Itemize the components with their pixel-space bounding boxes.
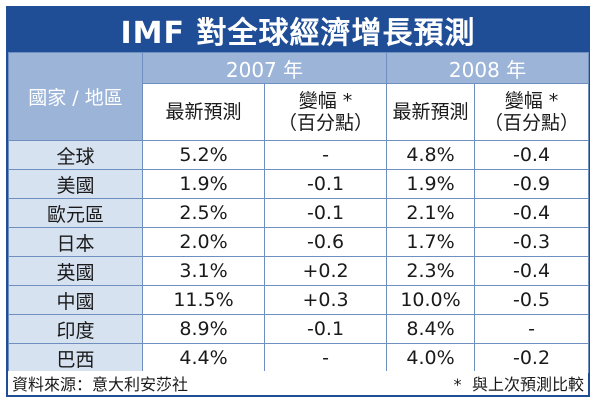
forecast-2008-cell: 8.4% <box>386 314 476 344</box>
subheader-forecast-2007: 最新預測 <box>142 83 265 141</box>
year-header-2007: 2007 年 <box>141 52 388 84</box>
table-row: 歐元區 2.5% -0.1 2.1% -0.4 <box>8 198 590 228</box>
change-2007-cell: +0.3 <box>263 285 388 315</box>
country-cell: 英國 <box>8 256 143 286</box>
chart-frame: IMF 對全球經濟增長預測 國家 / 地區 2007 年 2008 年 最新預測… <box>6 6 590 397</box>
change-2008-cell: -0.4 <box>474 198 590 228</box>
subheader-change-2007: 變幅 * （百分點） <box>263 83 388 141</box>
change-2007-cell: - <box>263 140 388 170</box>
forecast-2008-cell: 2.3% <box>386 256 476 286</box>
table-row: 印度 8.9% -0.1 8.4% - <box>8 314 590 344</box>
forecast-2008-cell: 1.7% <box>386 227 476 257</box>
forecast-2007-cell: 2.0% <box>142 227 265 257</box>
change-2008-cell: -0.3 <box>474 227 590 257</box>
forecast-2007-cell: 1.9% <box>142 169 265 199</box>
change-2008-cell: - <box>474 314 590 344</box>
row-header-region: 國家 / 地區 <box>8 52 143 141</box>
change-2007-cell: -0.6 <box>263 227 388 257</box>
subheader-change-unit: （百分點） <box>484 112 580 134</box>
change-2008-cell: -0.9 <box>474 169 590 199</box>
table-row: 英國 3.1% +0.2 2.3% -0.4 <box>8 256 590 286</box>
change-2008-cell: -0.2 <box>474 343 590 373</box>
subheader-change-unit: （百分點） <box>278 112 374 134</box>
comparison-note: * 與上次預測比較 <box>452 375 584 394</box>
forecast-2007-cell: 11.5% <box>142 285 265 315</box>
table-row: 全球 5.2% -4.8% -0.4 <box>8 140 590 170</box>
change-2007-cell: +0.2 <box>263 256 388 286</box>
subheader-change-label: 變幅 * <box>298 90 353 112</box>
forecast-2008-cell: 4.8% <box>386 140 476 170</box>
country-cell: 巴西 <box>8 343 143 373</box>
subheader-forecast-2008: 最新預測 <box>386 83 476 141</box>
table-row: 日本 2.0% -0.6 1.7% -0.3 <box>8 227 590 257</box>
country-cell: 全球 <box>8 140 143 170</box>
country-cell: 美國 <box>8 169 143 199</box>
subheader-forecast-label: 最新預測 <box>165 101 242 123</box>
chart-footer: 資料來源：意大利安莎社 * 與上次預測比較 <box>8 371 588 395</box>
subheader-change-2008: 變幅 * （百分點） <box>474 83 590 141</box>
forecast-table: 國家 / 地區 2007 年 2008 年 最新預測 變幅 * （百分點） 最新… <box>8 52 590 373</box>
forecast-2008-cell: 1.9% <box>386 169 476 199</box>
table-row: 中國 11.5% +0.3 10.0% -0.5 <box>8 285 590 315</box>
table-row: 美國 1.9% -0.1 1.9% -0.9 <box>8 169 590 199</box>
forecast-2007-cell: 4.4% <box>142 343 265 373</box>
forecast-2008-cell: 4.0% <box>386 343 476 373</box>
country-cell: 歐元區 <box>8 198 143 228</box>
forecast-2008-cell: 2.1% <box>386 198 476 228</box>
chart-title: IMF 對全球經濟增長預測 <box>120 16 476 51</box>
subheader-forecast-label: 最新預測 <box>392 101 469 123</box>
change-2008-cell: -0.4 <box>474 256 590 286</box>
country-cell: 日本 <box>8 227 143 257</box>
change-2007-cell: -0.1 <box>263 169 388 199</box>
country-cell: 印度 <box>8 314 143 344</box>
change-2007-cell: -0.1 <box>263 314 388 344</box>
change-2008-cell: -0.5 <box>474 285 590 315</box>
forecast-2007-cell: 3.1% <box>142 256 265 286</box>
forecast-2008-cell: 10.0% <box>386 285 476 315</box>
country-cell: 中國 <box>8 285 143 315</box>
subheader-change-label: 變幅 * <box>504 90 559 112</box>
change-2008-cell: -0.4 <box>474 140 590 170</box>
year-header-2008: 2008 年 <box>386 52 590 84</box>
change-2007-cell: - <box>263 343 388 373</box>
forecast-2007-cell: 5.2% <box>142 140 265 170</box>
table-body: 全球 5.2% -4.8% -0.4 美國 1.9% -0.1 1.9% -0.9 歐元區 2.5%… <box>8 140 590 373</box>
forecast-2007-cell: 8.9% <box>142 314 265 344</box>
change-2007-cell: -0.1 <box>263 198 388 228</box>
source-note: 資料來源：意大利安莎社 <box>12 375 189 394</box>
table-row: 巴西 4.4% -4.0% -0.2 <box>8 343 590 373</box>
forecast-2007-cell: 2.5% <box>142 198 265 228</box>
